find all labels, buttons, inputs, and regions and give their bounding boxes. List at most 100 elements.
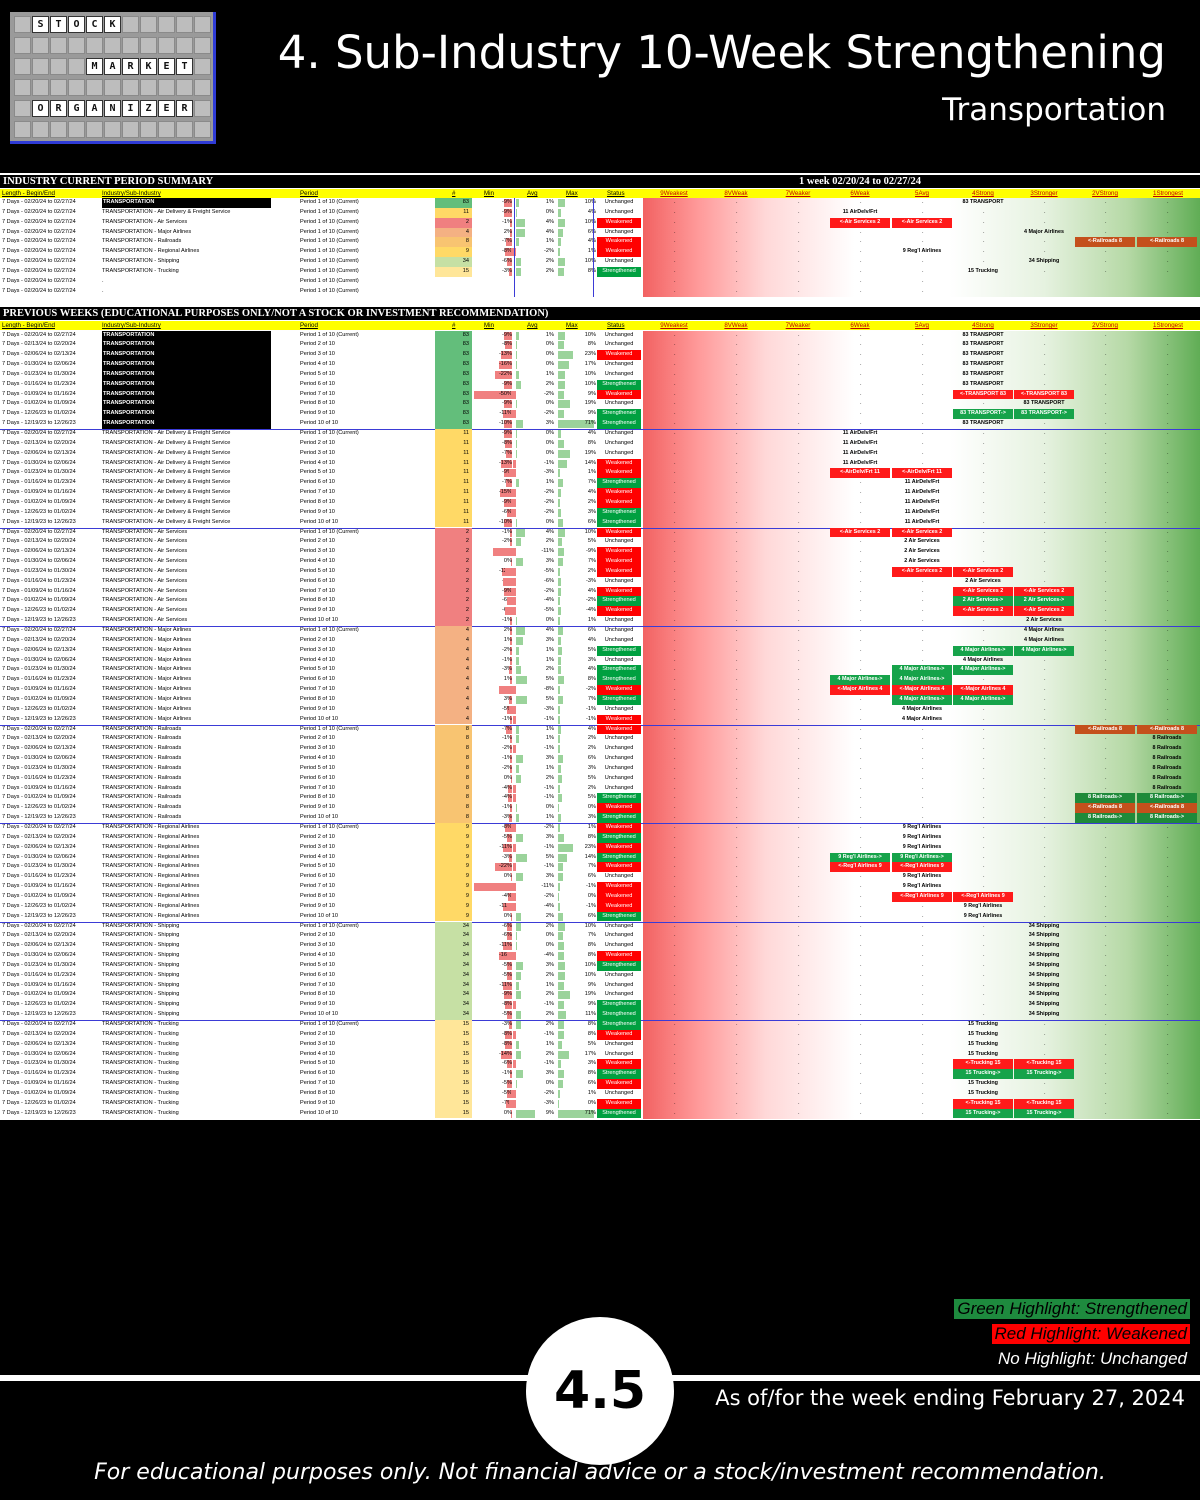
empty-dot: . xyxy=(674,208,676,215)
max-bar xyxy=(558,636,562,645)
row-avg: 0% xyxy=(545,361,554,368)
row-count: 11 xyxy=(435,507,472,518)
empty-dot: . xyxy=(674,597,676,604)
empty-dot: . xyxy=(798,833,800,840)
row-period: Period 6 of 10 xyxy=(300,676,335,683)
table-row: 7 Days - 01/23/24 to 01/30/24 TRANSPORTAT… xyxy=(0,369,1200,380)
empty-dot: . xyxy=(860,617,862,624)
row-max: 1% xyxy=(587,824,596,830)
empty-dot: . xyxy=(798,676,800,683)
logo-letter: I xyxy=(122,100,139,117)
empty-dot: . xyxy=(798,1011,800,1018)
empty-dot: . xyxy=(1044,666,1046,673)
empty-dot: . xyxy=(736,833,738,840)
logo-letter: N xyxy=(104,100,121,117)
empty-dot: . xyxy=(1044,902,1046,909)
table-row: 7 Days - 02/13/24 to 02/20/24 TRANSPORTAT… xyxy=(0,340,1200,351)
row-length: 7 Days - 12/19/23 to 12/26/23 xyxy=(2,814,76,821)
empty-dot: . xyxy=(798,400,800,407)
empty-dot: . xyxy=(798,892,800,899)
empty-dot: . xyxy=(983,430,985,436)
empty-dot: . xyxy=(1105,439,1107,446)
max-bar xyxy=(558,538,562,547)
empty-dot: . xyxy=(1167,258,1169,265)
row-max: 10% xyxy=(584,961,596,968)
empty-dot: . xyxy=(798,287,800,294)
empty-dot: . xyxy=(860,843,862,850)
avg-bar xyxy=(516,981,519,990)
empty-dot: . xyxy=(922,902,924,909)
empty-dot: . xyxy=(1105,258,1107,265)
avg-bar xyxy=(516,430,517,438)
row-industry: TRANSPORTATION xyxy=(102,379,271,390)
row-period: Period 7 of 10 xyxy=(300,686,335,693)
table-row: 7 Days - 01/16/24 to 01/23/24 TRANSPORTAT… xyxy=(0,478,1200,489)
avg-bar xyxy=(511,508,516,517)
row-min: 0% xyxy=(503,873,512,880)
row-max: 7% xyxy=(587,932,596,939)
row-max: -9% xyxy=(586,548,596,555)
empty-dot: . xyxy=(1105,498,1107,505)
empty-dot: . xyxy=(922,952,924,959)
empty-dot: . xyxy=(674,1099,676,1106)
row-industry: TRANSPORTATION - Regional Airlines xyxy=(102,863,200,870)
row-max: -3% xyxy=(586,577,596,584)
row-status: Weakened xyxy=(597,389,641,400)
row-count: 34 xyxy=(435,980,472,991)
section-title: PREVIOUS WEEKS (EDUCATIONAL PURPOSES ONL… xyxy=(3,308,549,319)
empty-dot: . xyxy=(674,636,676,643)
avg-bar xyxy=(516,238,519,247)
row-length: 7 Days - 01/23/24 to 01/30/24 xyxy=(2,1060,76,1067)
row-min: -6% xyxy=(502,922,512,929)
strength-cell: 9 Reg'l Airlines xyxy=(902,873,942,880)
empty-dot: . xyxy=(1167,577,1169,584)
max-bar xyxy=(558,459,568,468)
avg-bar xyxy=(516,199,519,207)
empty-dot: . xyxy=(860,1050,862,1057)
row-period: Period 2 of 10 xyxy=(300,341,335,348)
row-status: Unchanged xyxy=(604,199,634,205)
row-length: 7 Days - 02/06/24 to 02/13/24 xyxy=(2,843,76,850)
empty-dot: . xyxy=(674,577,676,584)
row-avg: -3% xyxy=(544,469,554,476)
row-status: Strengthened xyxy=(597,911,641,922)
empty-dot: . xyxy=(798,617,800,624)
table-row: 7 Days - 01/09/24 to 01/16/24 TRANSPORTAT… xyxy=(0,783,1200,794)
row-max: 3% xyxy=(587,508,596,515)
min-bar xyxy=(494,863,512,872)
row-max: 9% xyxy=(587,1001,596,1008)
min-bar xyxy=(504,587,512,596)
strength-cell: <-Major Airlines 4 xyxy=(830,685,890,695)
row-count: 9 xyxy=(435,852,472,863)
row-status: Strengthened xyxy=(597,665,641,676)
row-count: 34 xyxy=(435,990,472,1001)
empty-dot: . xyxy=(736,380,738,387)
min-bar xyxy=(502,981,512,990)
empty-dot: . xyxy=(798,258,800,265)
row-period: Period 10 of 10 xyxy=(300,420,338,427)
empty-dot: . xyxy=(860,705,862,712)
empty-dot: . xyxy=(1105,1030,1107,1037)
table-row: 7 Days - 02/20/24 to 02/27/24 TRANSPORTAT… xyxy=(0,257,1200,267)
row-count: 11 xyxy=(435,207,472,218)
row-avg: 0% xyxy=(545,400,554,407)
table-row: 7 Days - 02/13/24 to 02/20/24 TRANSPORTAT… xyxy=(0,635,1200,646)
empty-dot: . xyxy=(674,617,676,624)
row-avg: 1% xyxy=(545,238,554,245)
empty-dot: . xyxy=(1044,508,1046,515)
row-min: -2% xyxy=(502,646,512,653)
row-status: Weakened xyxy=(597,714,641,725)
empty-dot: . xyxy=(922,745,924,752)
row-min: 0% xyxy=(503,558,512,565)
row-status: Unchanged xyxy=(604,656,634,663)
empty-dot: . xyxy=(983,676,985,683)
row-industry: TRANSPORTATION - Trucking xyxy=(102,1080,179,1087)
empty-dot: . xyxy=(922,646,924,653)
empty-dot: . xyxy=(983,764,985,771)
empty-dot: . xyxy=(860,814,862,821)
row-count: 34 xyxy=(435,1010,472,1020)
row-avg: 3% xyxy=(545,636,554,643)
empty-dot: . xyxy=(922,380,924,387)
strength-cell: 8 Railroads-> xyxy=(1075,793,1135,804)
max-bar xyxy=(558,258,565,267)
